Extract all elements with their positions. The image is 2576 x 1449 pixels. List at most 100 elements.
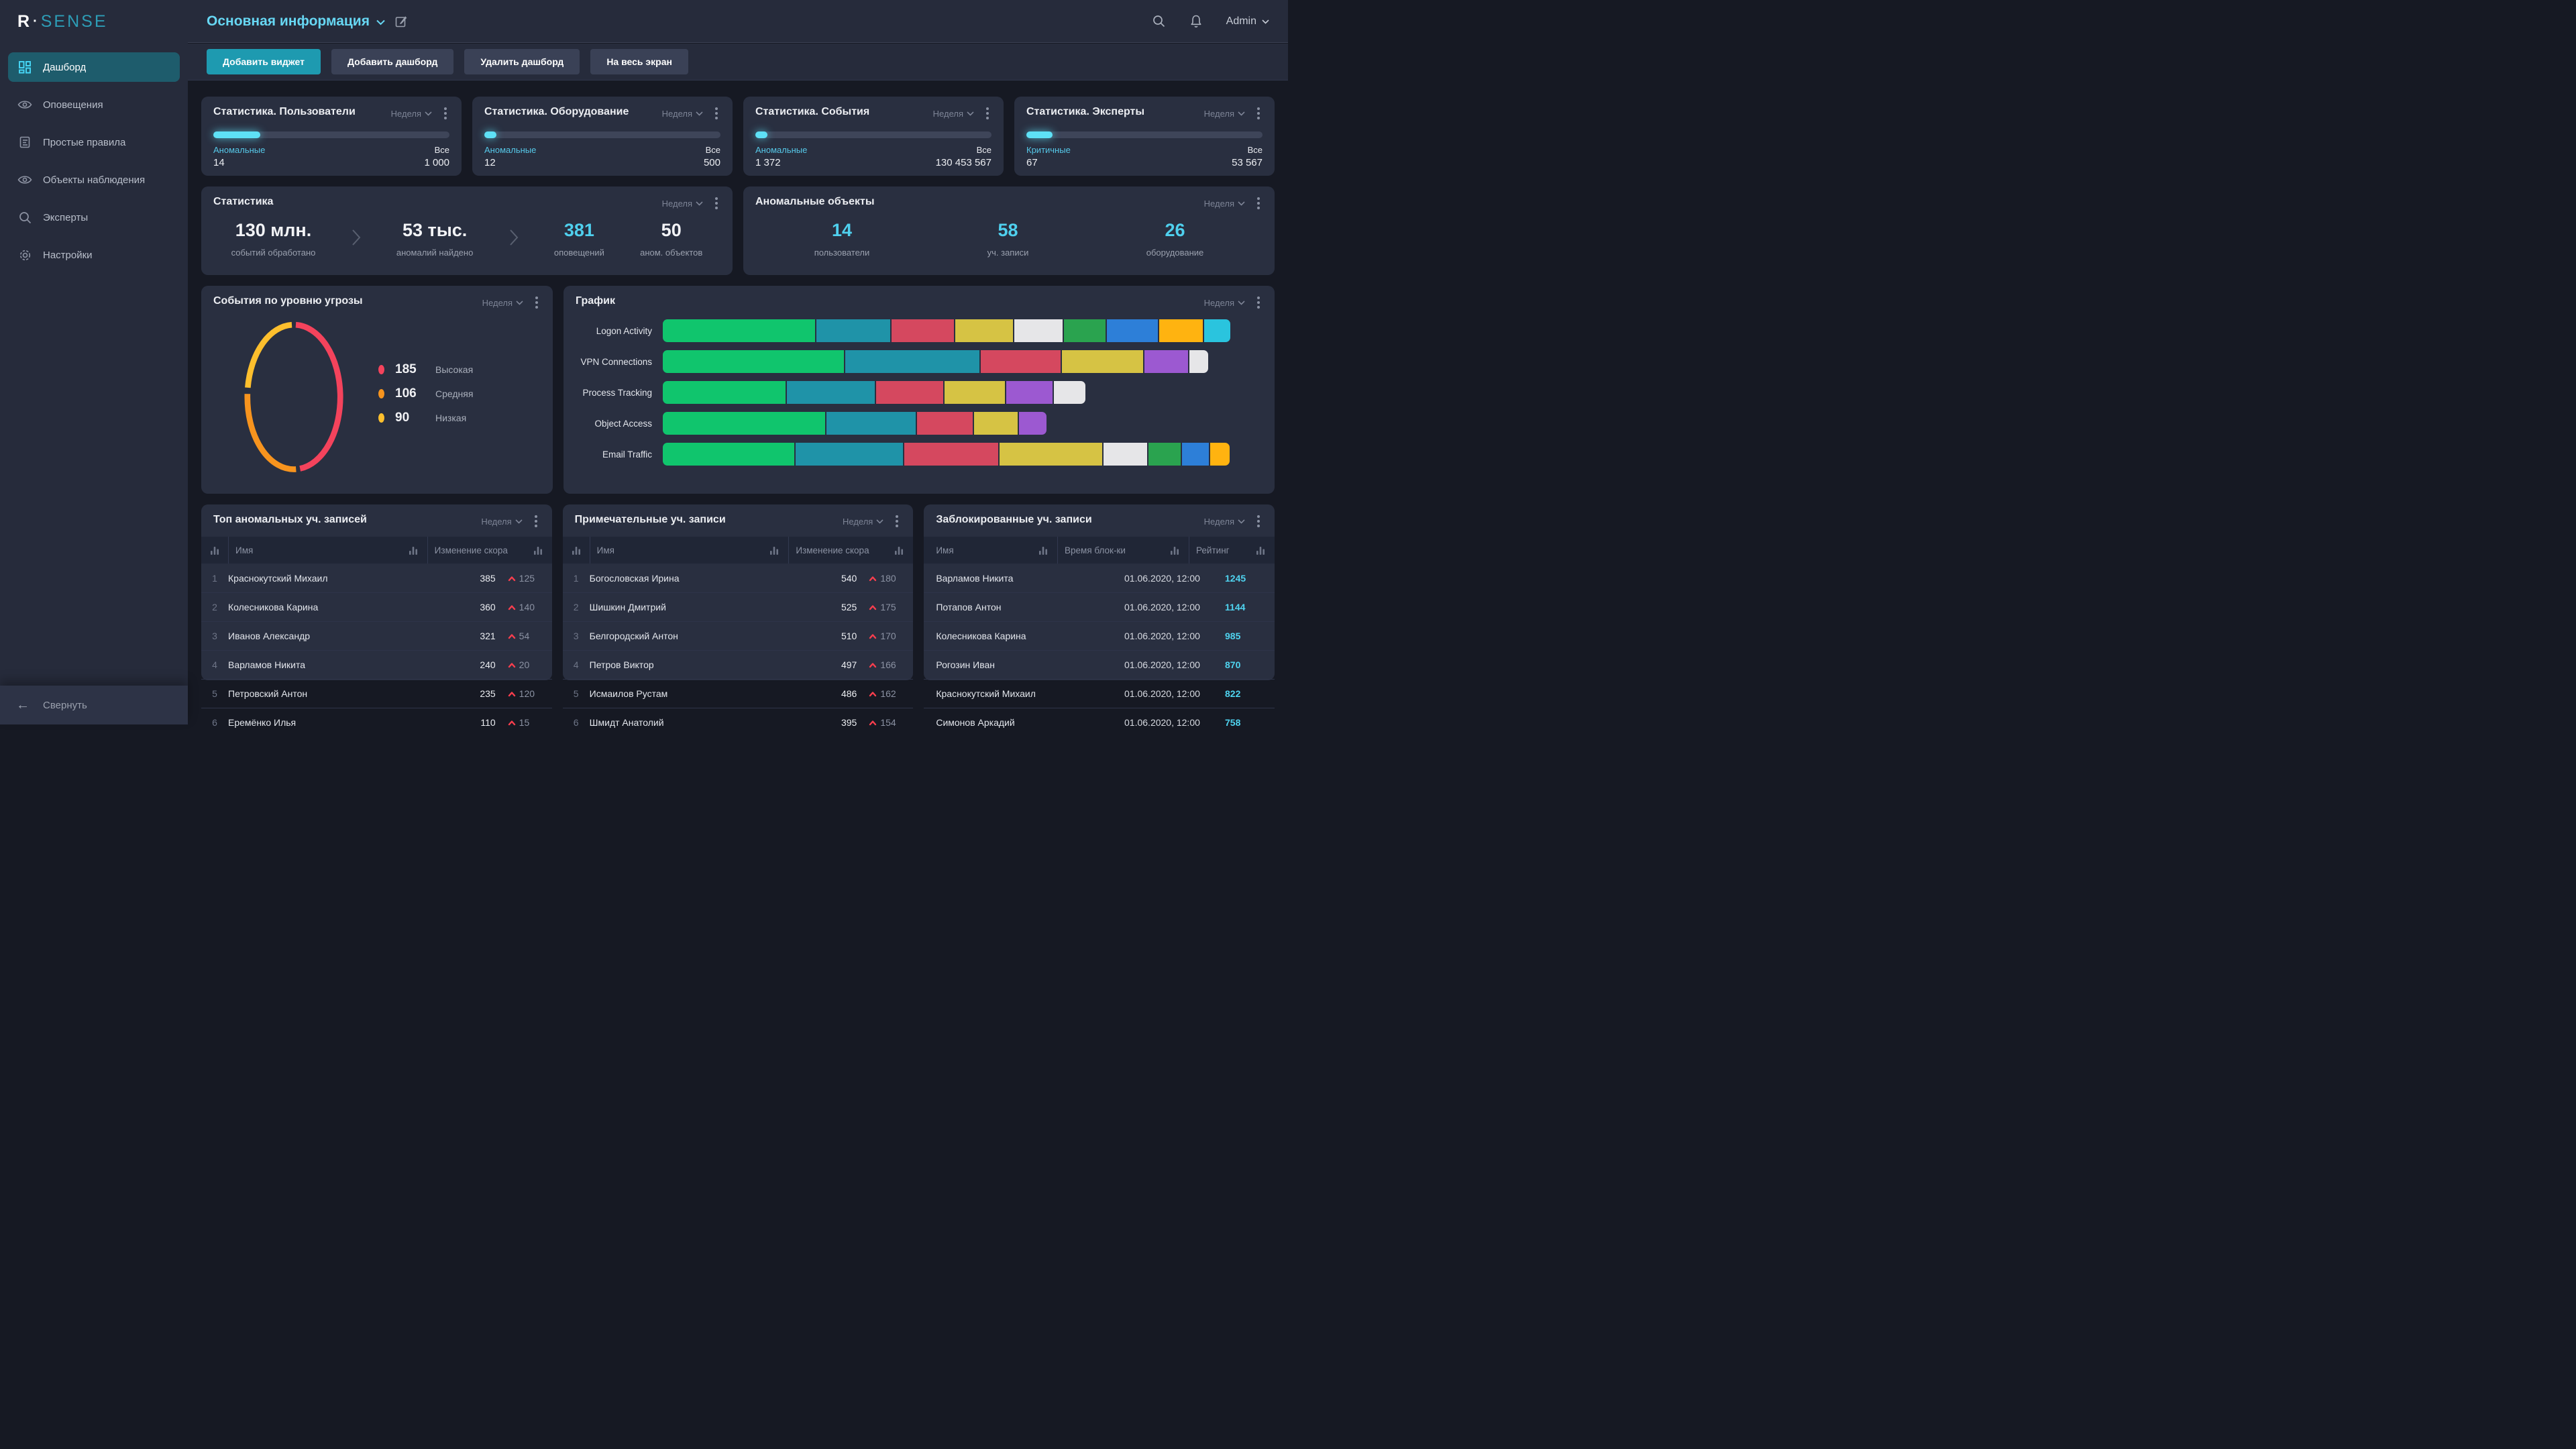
toolbar-button-1[interactable]: Добавить дашборд xyxy=(331,49,454,74)
table-row[interactable]: 3 Иванов Александр 321 54 xyxy=(201,621,552,650)
table-row[interactable]: Потапов Антон 01.06.2020, 12:00 1144 xyxy=(924,592,1275,621)
table-row[interactable]: 4 Варламов Никита 240 20 xyxy=(201,650,552,679)
table-body: Варламов Никита 01.06.2020, 12:00 1245 П… xyxy=(924,564,1275,737)
card-title: События по уровню угрозы xyxy=(213,295,363,307)
row-name: Варламов Никита xyxy=(936,572,1014,584)
period-dropdown[interactable]: Неделя xyxy=(1204,517,1245,527)
doc-icon xyxy=(17,135,32,150)
table-header-name[interactable]: Имя xyxy=(228,537,427,564)
table-header-rank[interactable] xyxy=(563,537,590,564)
legend-item-2: 90 Низкая xyxy=(378,411,473,425)
bar-segment-red xyxy=(876,381,943,404)
card-title: График xyxy=(576,295,615,307)
kebab-menu-icon[interactable] xyxy=(1254,196,1263,211)
sidebar-item-doc-2[interactable]: Простые правила xyxy=(8,127,180,157)
user-menu[interactable]: Admin xyxy=(1226,15,1269,28)
sidebar-item-eye-1[interactable]: Оповещения xyxy=(8,90,180,119)
total-label: Все xyxy=(705,145,720,155)
sidebar-item-gear-5[interactable]: Настройки xyxy=(8,240,180,270)
period-dropdown[interactable]: Неделя xyxy=(843,517,883,527)
sidebar-item-label: Оповещения xyxy=(43,99,103,111)
row-score: 240 xyxy=(480,659,496,670)
table-row[interactable]: Симонов Аркадий 01.06.2020, 12:00 758 xyxy=(924,708,1275,737)
kebab-menu-icon[interactable] xyxy=(1254,295,1263,310)
period-dropdown[interactable]: Неделя xyxy=(662,199,703,209)
card-title: Заблокированные уч. записи xyxy=(936,514,1092,525)
toolbar-button-2[interactable]: Удалить дашборд xyxy=(464,49,580,74)
bar-row-label: Email Traffic xyxy=(602,449,652,460)
kebab-menu-icon[interactable] xyxy=(1254,514,1263,529)
bar-segment-teal xyxy=(787,381,875,404)
table-row[interactable]: 1 Краснокутский Михаил 385 125 xyxy=(201,564,552,592)
card-title: Аномальные объекты xyxy=(755,196,875,207)
table-header-change[interactable]: Изменение скора xyxy=(788,537,913,564)
row-change: 154 xyxy=(880,717,896,728)
kebab-menu-icon[interactable] xyxy=(893,514,901,529)
table-row[interactable]: 4 Петров Виктор 497 166 xyxy=(562,650,914,679)
table-row[interactable]: 6 Шмидт Анатолий 395 154 xyxy=(562,708,914,737)
dashboard-title-dropdown[interactable]: Основная информация xyxy=(207,13,385,30)
period-dropdown[interactable]: Неделя xyxy=(1204,298,1245,308)
summary-value: 53 тыс. xyxy=(402,220,468,240)
table-header-name[interactable]: Имя xyxy=(589,537,789,564)
table-header-change[interactable]: Изменение скора xyxy=(427,537,552,564)
stat-card-2: Статистика. События Неделя Аномальные 1 … xyxy=(743,97,1004,176)
kebab-menu-icon[interactable] xyxy=(533,295,541,310)
row-rank: 2 xyxy=(212,602,217,612)
sidebar-item-dashboard-0[interactable]: Дашборд xyxy=(8,52,180,82)
kebab-menu-icon[interactable] xyxy=(983,106,991,121)
sidebar-item-search-4[interactable]: Эксперты xyxy=(8,203,180,232)
table-header-name[interactable]: Имя xyxy=(924,537,1057,564)
table-row[interactable]: 2 Колесникова Карина 360 140 xyxy=(201,592,552,621)
notifications-bell-icon[interactable] xyxy=(1189,14,1203,29)
period-dropdown[interactable]: Неделя xyxy=(481,517,523,527)
bar-segment-purple xyxy=(1144,350,1188,373)
kebab-menu-icon[interactable] xyxy=(441,106,449,121)
logo-r: R xyxy=(17,11,32,31)
table-row[interactable]: 2 Шишкин Дмитрий 525 175 xyxy=(562,592,914,621)
bar-segment-yellow xyxy=(945,381,1005,404)
sidebar-collapse-button[interactable]: ← Свернуть xyxy=(0,686,188,724)
bar-row-label: Object Access xyxy=(594,418,652,429)
bar-segment-cyan xyxy=(1204,319,1230,342)
row-rating: 870 xyxy=(1225,659,1241,670)
table-row[interactable]: Краснокутский Михаил 01.06.2020, 12:00 8… xyxy=(924,679,1275,708)
table-row[interactable]: Рогозин Иван 01.06.2020, 12:00 870 xyxy=(924,650,1275,679)
bar-segment-green xyxy=(663,350,844,373)
table-row[interactable]: 1 Богословская Ирина 540 180 xyxy=(563,564,914,592)
toolbar-button-3[interactable]: На весь экран xyxy=(590,49,688,74)
table-header-rank[interactable] xyxy=(201,537,228,564)
sidebar-item-eye-3[interactable]: Объекты наблюдения xyxy=(8,165,180,195)
table-row[interactable]: Варламов Никита 01.06.2020, 12:00 1245 xyxy=(924,564,1275,592)
period-dropdown[interactable]: Неделя xyxy=(662,109,703,119)
kebab-menu-icon[interactable] xyxy=(712,106,720,121)
search-icon[interactable] xyxy=(1152,14,1166,28)
total-value: 130 453 567 xyxy=(935,157,991,168)
kebab-menu-icon[interactable] xyxy=(1254,106,1263,121)
progress-fill xyxy=(755,131,767,138)
kebab-menu-icon[interactable] xyxy=(532,514,540,529)
toolbar-button-0[interactable]: Добавить виджет xyxy=(207,49,321,74)
metric-value: 1 372 xyxy=(755,157,781,168)
period-dropdown[interactable]: Неделя xyxy=(391,109,432,119)
period-dropdown[interactable]: Неделя xyxy=(1204,199,1245,209)
table-header-time[interactable]: Время блок-ки xyxy=(1057,537,1189,564)
period-dropdown[interactable]: Неделя xyxy=(933,109,974,119)
period-dropdown[interactable]: Неделя xyxy=(482,298,523,308)
period-dropdown[interactable]: Неделя xyxy=(1204,109,1245,119)
table-row[interactable]: Колесникова Карина 01.06.2020, 12:00 985 xyxy=(924,621,1275,650)
threat-level-card: События по уровню угрозы Неделя 185 Высо… xyxy=(201,286,553,494)
kebab-menu-icon[interactable] xyxy=(712,196,720,211)
table-header-rating[interactable]: Рейтинг xyxy=(1189,537,1275,564)
bar-segment-teal xyxy=(845,350,979,373)
bar-row-1: VPN Connections xyxy=(576,346,1263,377)
table-row[interactable]: 6 Еремёнко Илья 110 15 xyxy=(201,708,552,737)
row-name: Петровский Антон xyxy=(228,688,308,699)
row-rating: 1144 xyxy=(1225,602,1246,612)
table-row[interactable]: 5 Исмаилов Рустам 486 162 xyxy=(562,679,914,708)
stat-card-0: Статистика. Пользователи Неделя Аномальн… xyxy=(201,97,462,176)
metric-label: Аномальные xyxy=(755,145,808,155)
table-row[interactable]: 3 Белгородский Антон 510 170 xyxy=(562,621,914,650)
table-row[interactable]: 5 Петровский Антон 235 120 xyxy=(201,679,552,708)
edit-dashboard-icon[interactable] xyxy=(394,15,408,28)
